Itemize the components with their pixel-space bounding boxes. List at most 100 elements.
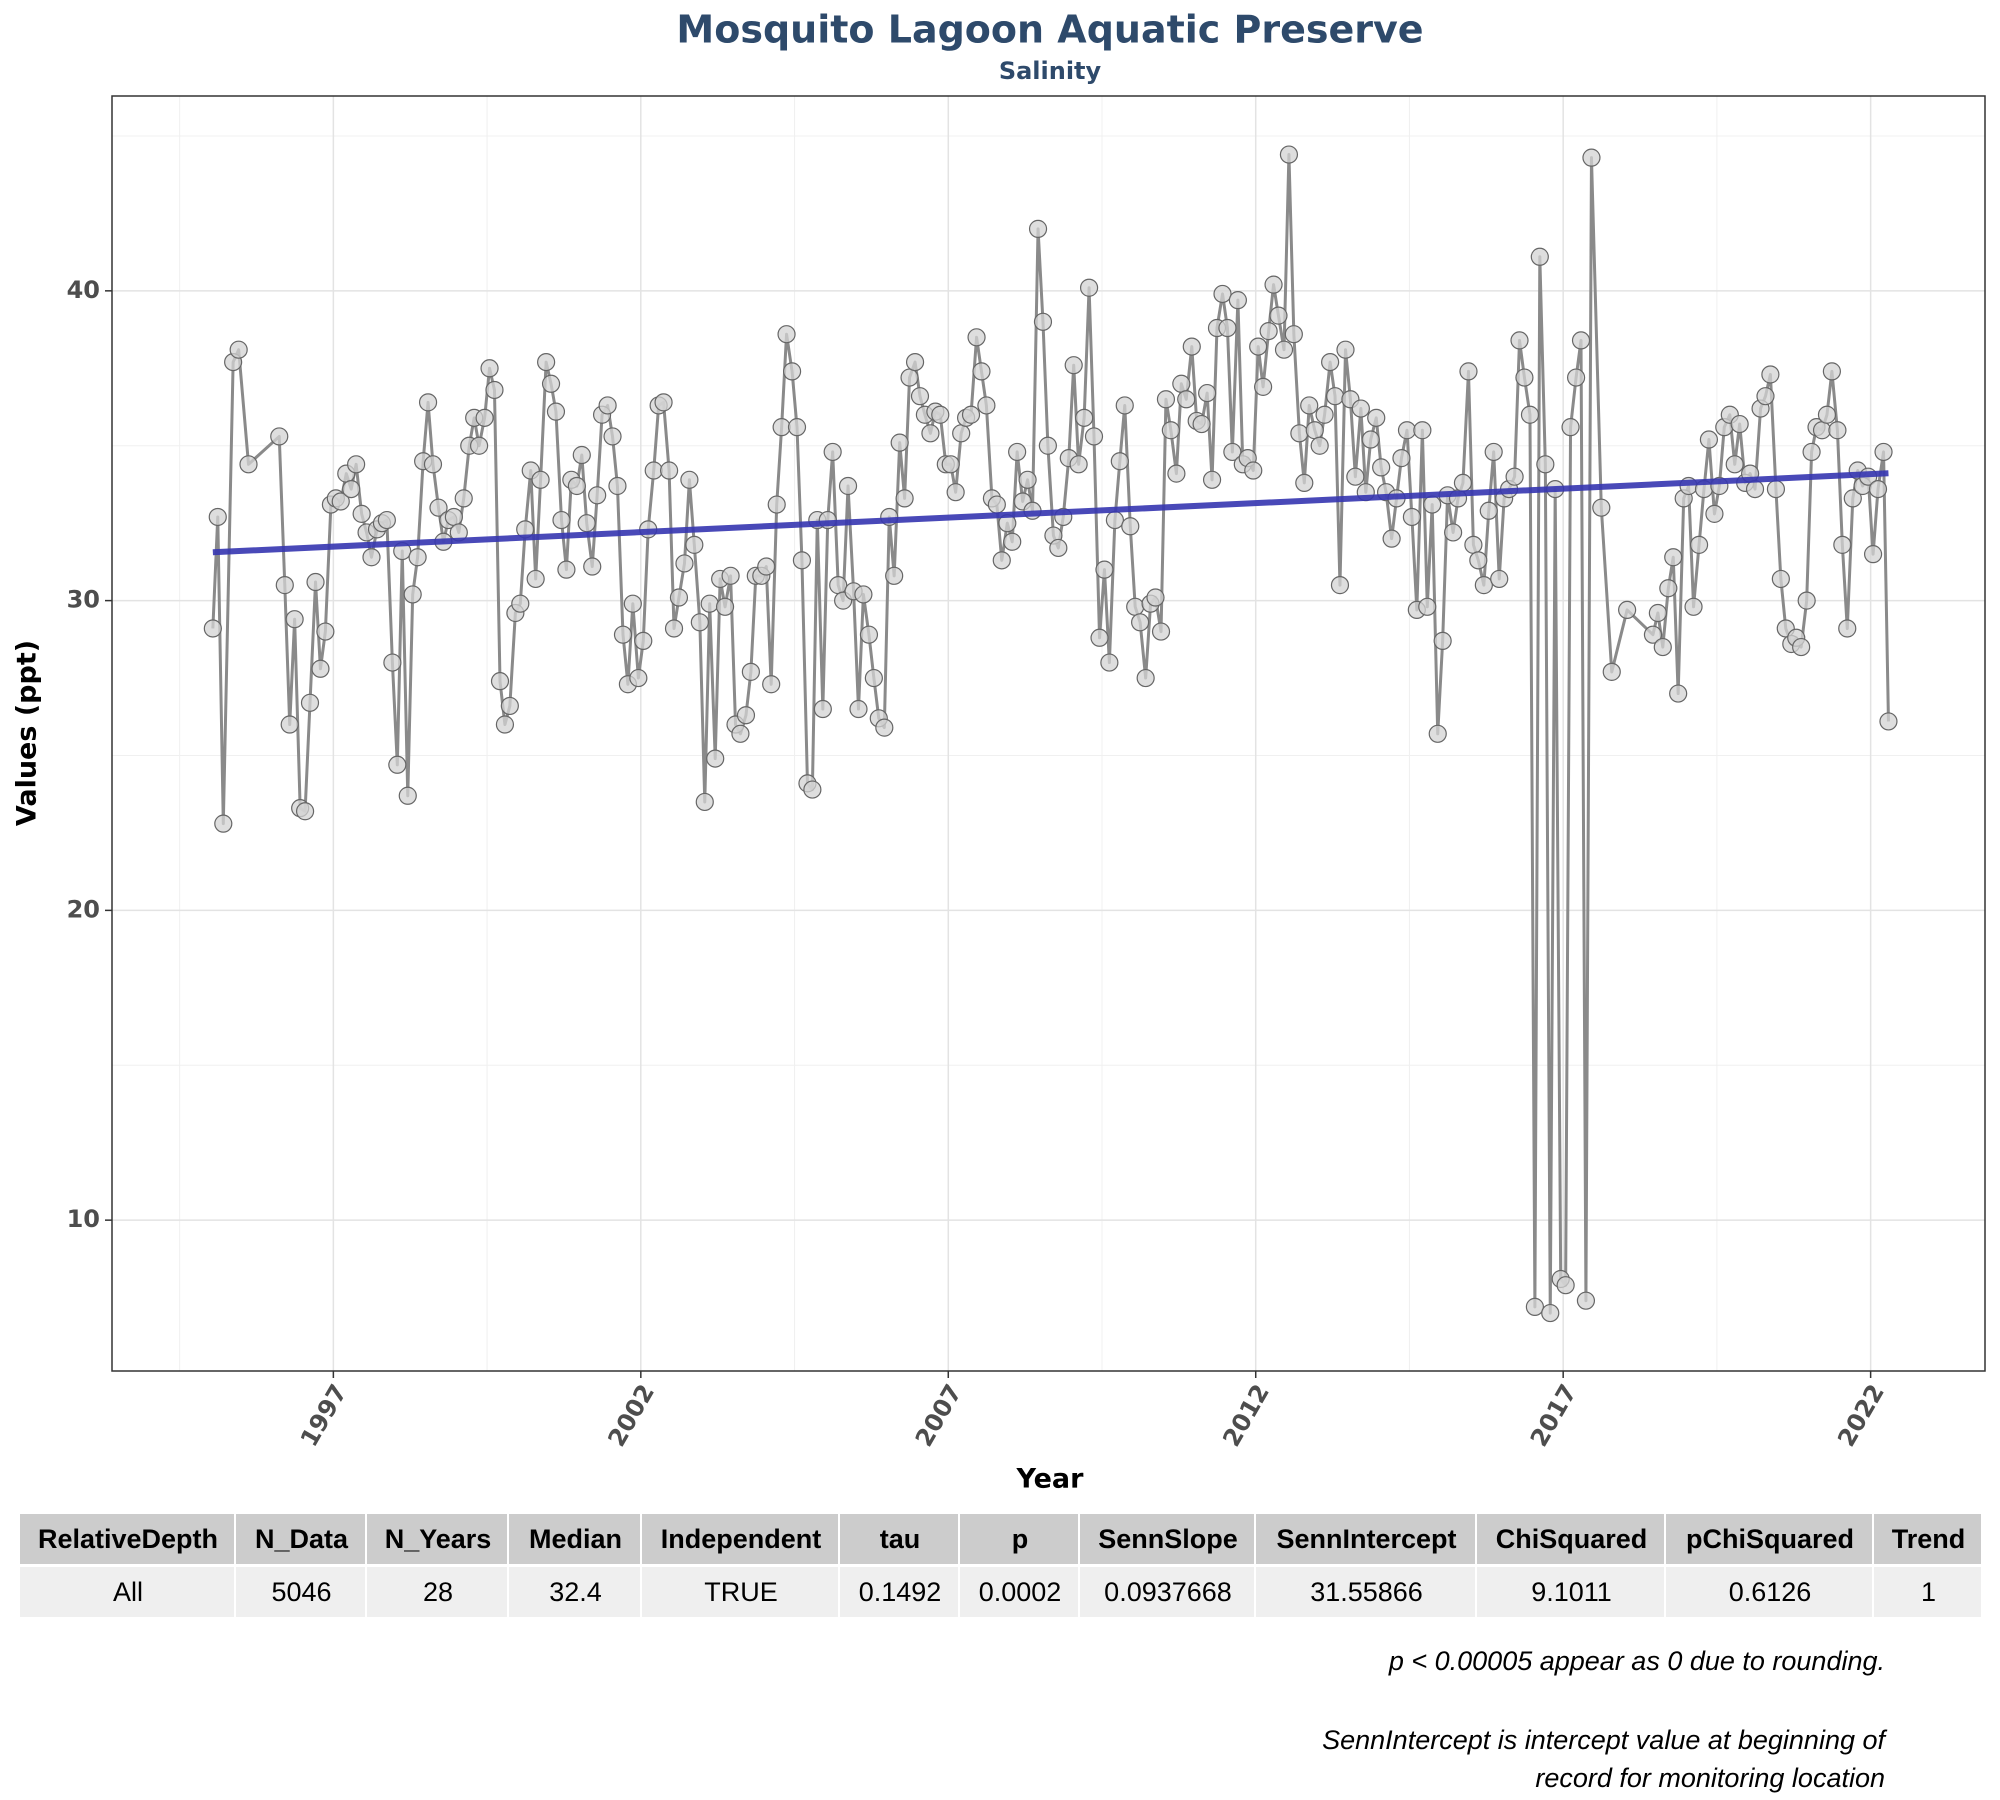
data-point <box>700 594 719 613</box>
table-header-cell <box>236 1514 365 1564</box>
data-point <box>1879 712 1898 731</box>
y-tick-label: 40 <box>67 276 100 304</box>
chart-title: Mosquito Lagoon Aquatic Preserve <box>676 8 1423 52</box>
data-point <box>838 476 858 496</box>
data-point <box>1028 219 1048 238</box>
data-point <box>977 396 996 415</box>
data-point <box>910 387 930 406</box>
data-point <box>352 504 371 523</box>
data-point <box>475 408 494 427</box>
data-point <box>541 374 561 393</box>
data-point <box>803 780 822 799</box>
data-point <box>1648 603 1667 623</box>
data-point <box>1490 569 1509 589</box>
data-point <box>1402 507 1422 527</box>
data-point <box>1372 458 1391 477</box>
x-tick-label: 2012 <box>1217 1380 1275 1452</box>
data-point <box>1725 455 1744 474</box>
table-cell-bg <box>1256 1567 1475 1617</box>
data-point <box>1469 551 1488 570</box>
data-point <box>634 631 653 650</box>
data-point <box>695 792 714 812</box>
data-point <box>306 572 325 592</box>
data-point <box>362 548 381 567</box>
data-point <box>1382 529 1401 548</box>
data-point <box>429 498 448 517</box>
table-header-cell <box>1666 1514 1872 1564</box>
x-tick-label: 2007 <box>910 1380 968 1452</box>
data-point <box>777 325 796 344</box>
data-point <box>1745 479 1765 499</box>
data-point <box>1295 473 1314 492</box>
data-point <box>490 672 510 691</box>
data-point <box>1766 479 1786 499</box>
data-point <box>772 418 791 437</box>
table-header: tau <box>880 1524 921 1554</box>
data-point <box>895 489 914 508</box>
data-point <box>408 548 427 567</box>
data-point <box>1643 625 1663 644</box>
data-point <box>1213 284 1232 304</box>
data-point <box>572 445 591 465</box>
table-header-cell <box>1080 1514 1254 1564</box>
data-point <box>388 755 407 774</box>
table-header-cell <box>960 1514 1078 1564</box>
data-point <box>1868 479 1888 499</box>
data-point <box>1336 340 1355 359</box>
data-point <box>721 566 740 585</box>
data-point <box>1218 318 1237 338</box>
y-axis-title: Values (ppt) <box>12 640 43 826</box>
data-point <box>239 455 258 474</box>
data-point <box>1618 600 1637 620</box>
data-point <box>1592 498 1611 517</box>
data-point <box>1756 387 1775 406</box>
data-point <box>444 507 463 527</box>
data-point <box>423 455 443 474</box>
data-point <box>1244 461 1263 480</box>
data-point <box>972 362 991 381</box>
data-point <box>454 489 473 508</box>
data-point <box>931 405 950 424</box>
data-point <box>495 715 515 734</box>
data-point <box>1095 560 1114 579</box>
data-point <box>1330 576 1350 595</box>
data-point <box>1321 352 1340 372</box>
table-header-cell <box>642 1514 838 1564</box>
data-point <box>557 560 576 579</box>
data-point <box>1392 449 1411 468</box>
data-point <box>813 699 832 719</box>
data-point <box>608 476 627 496</box>
data-point <box>629 668 648 688</box>
table-cell: 0.1492 <box>859 1577 942 1607</box>
data-point <box>1351 399 1370 418</box>
x-tick-label: 2022 <box>1832 1380 1890 1452</box>
data-point <box>1284 325 1303 344</box>
table-cell-bg <box>367 1567 507 1617</box>
data-point <box>1310 436 1329 455</box>
footnote: record for monitoring location <box>1535 1763 1885 1793</box>
data-point <box>829 576 848 595</box>
data-point <box>1474 576 1493 595</box>
data-point <box>1325 387 1345 406</box>
data-point <box>511 594 530 613</box>
data-point <box>1684 597 1703 616</box>
table-cell: 28 <box>423 1577 453 1607</box>
data-point <box>552 510 571 530</box>
data-point <box>377 510 396 530</box>
data-point <box>875 718 894 737</box>
table-cell-bg <box>1477 1567 1664 1617</box>
data-point <box>1172 374 1191 393</box>
table-cell-bg <box>509 1567 640 1617</box>
data-point <box>1505 467 1524 486</box>
data-point <box>1453 473 1473 492</box>
x-tick-label: 2002 <box>602 1380 660 1452</box>
data-point <box>654 393 673 412</box>
data-point <box>1566 368 1586 387</box>
data-point <box>1464 535 1483 554</box>
x-tick-label: 1997 <box>295 1380 353 1452</box>
data-point <box>526 569 545 589</box>
data-point <box>546 402 566 421</box>
table-header: pChiSquared <box>1686 1524 1854 1554</box>
data-point <box>316 622 335 641</box>
data-point <box>731 724 750 743</box>
